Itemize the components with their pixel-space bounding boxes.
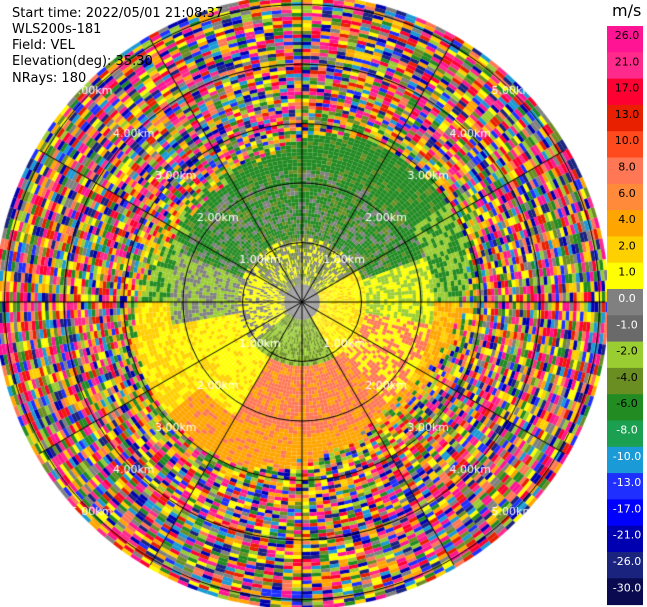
colorbar-tick-label: -6.0: [616, 397, 637, 410]
elevation-label: Elevation(deg): 35.30: [12, 54, 153, 69]
colorbar-tick-label: 0.0: [618, 292, 636, 305]
field-label: Field: VEL: [12, 38, 75, 53]
colorbar-tick-label: 6.0: [618, 187, 636, 200]
start-time-label: Start time: 2022/05/01 21:08:37: [12, 6, 224, 21]
instrument-label: WLS200s-181: [12, 22, 102, 37]
colorbar-tick-label: 10.0: [615, 134, 640, 147]
colorbar-segment: [607, 552, 643, 579]
colorbar-segment: [607, 394, 643, 421]
colorbar-segment: [607, 52, 643, 80]
colorbar-tick-label: 13.0: [615, 108, 640, 121]
colorbar-segment: [607, 78, 643, 106]
colorbar-segment: [607, 104, 643, 132]
colorbar-tick-label: 26.0: [615, 29, 640, 42]
colorbar-tick-label: 17.0: [615, 82, 640, 95]
colorbar-tick-label: -1.0: [616, 318, 637, 331]
colorbar-segment: [607, 578, 643, 606]
colorbar-segment: [607, 157, 643, 185]
colorbar-segment: [607, 262, 643, 290]
colorbar-segment: [607, 420, 643, 448]
colorbar-segment: [607, 26, 643, 53]
colorbar-segment: [607, 367, 643, 395]
colorbar-tick-label: 1.0: [618, 266, 636, 279]
colorbar-tick-label: -8.0: [616, 424, 637, 437]
colorbar-segment: [607, 315, 643, 343]
colorbar-tick-label: -2.0: [616, 345, 637, 358]
colorbar-segment: [607, 289, 643, 316]
colorbar-tick-label: 4.0: [618, 213, 636, 226]
colorbar-segment: [607, 341, 643, 369]
colorbar-segment: [607, 131, 643, 158]
colorbar-tick-label: -26.0: [613, 555, 641, 568]
colorbar-tick-label: 2.0: [618, 239, 636, 252]
nrays-label: NRays: 180: [12, 71, 87, 86]
colorbar-tick-label: -17.0: [613, 502, 641, 515]
colorbar-segment: [607, 525, 643, 553]
colorbar-segment: [607, 473, 643, 500]
colorbar-segment: [607, 183, 643, 211]
colorbar-tick-label: -10.0: [613, 450, 641, 463]
colorbar-unit-label: m/s: [612, 1, 642, 20]
colorbar-segment: [607, 499, 643, 527]
colorbar-segment: [607, 210, 643, 237]
colorbar-tick-label: 21.0: [615, 55, 640, 68]
colorbar-tick-label: 8.0: [618, 161, 636, 174]
colorbar-tick-label: -4.0: [616, 371, 637, 384]
colorbar-segment: [607, 236, 643, 264]
colorbar-tick-label: -30.0: [613, 581, 641, 594]
colorbar-tick-label: -13.0: [613, 476, 641, 489]
colorbar-segment: [607, 446, 643, 474]
colorbar-tick-label: -21.0: [613, 529, 641, 542]
